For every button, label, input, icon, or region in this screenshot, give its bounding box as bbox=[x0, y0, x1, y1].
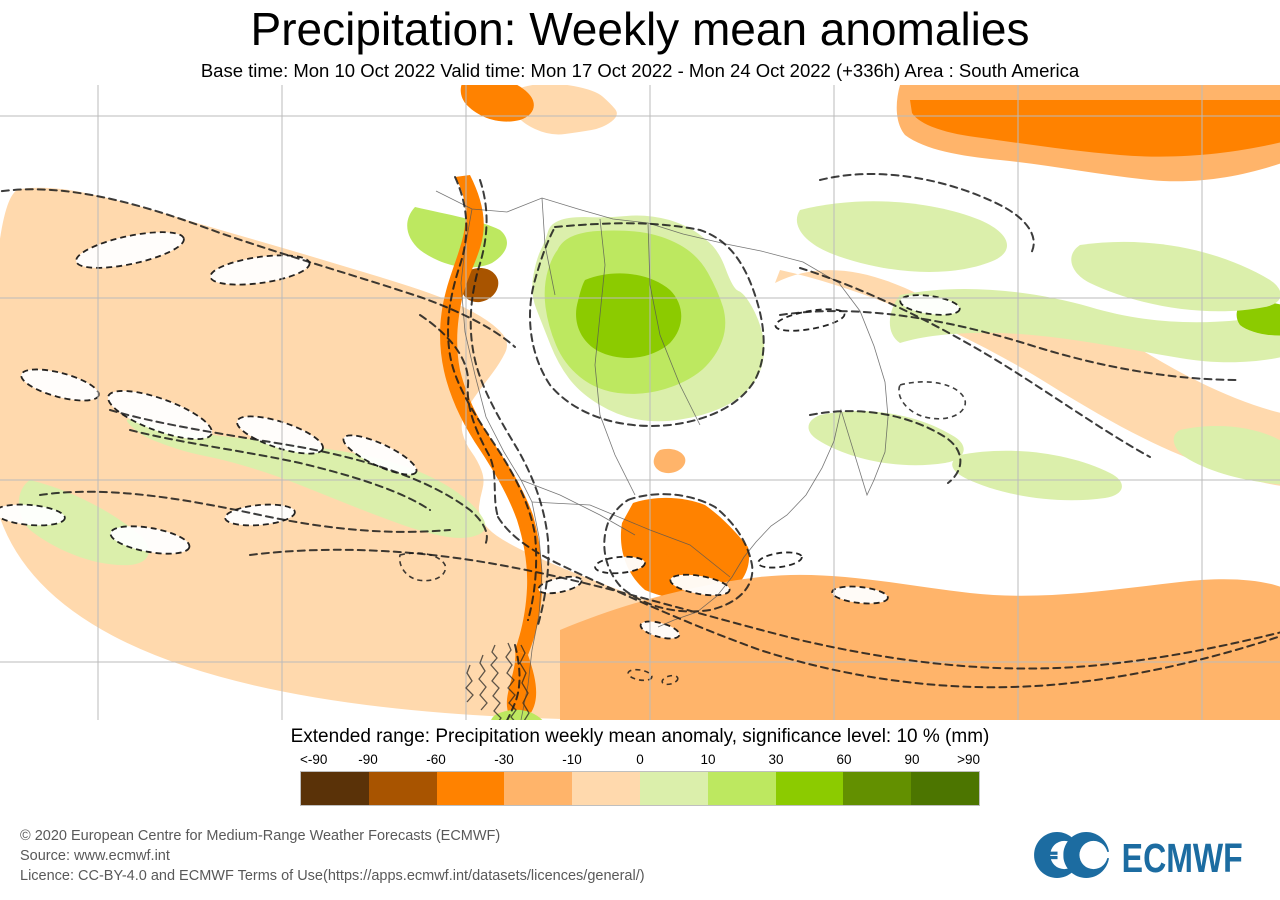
svg-text:ECMWF: ECMWF bbox=[1122, 835, 1243, 879]
